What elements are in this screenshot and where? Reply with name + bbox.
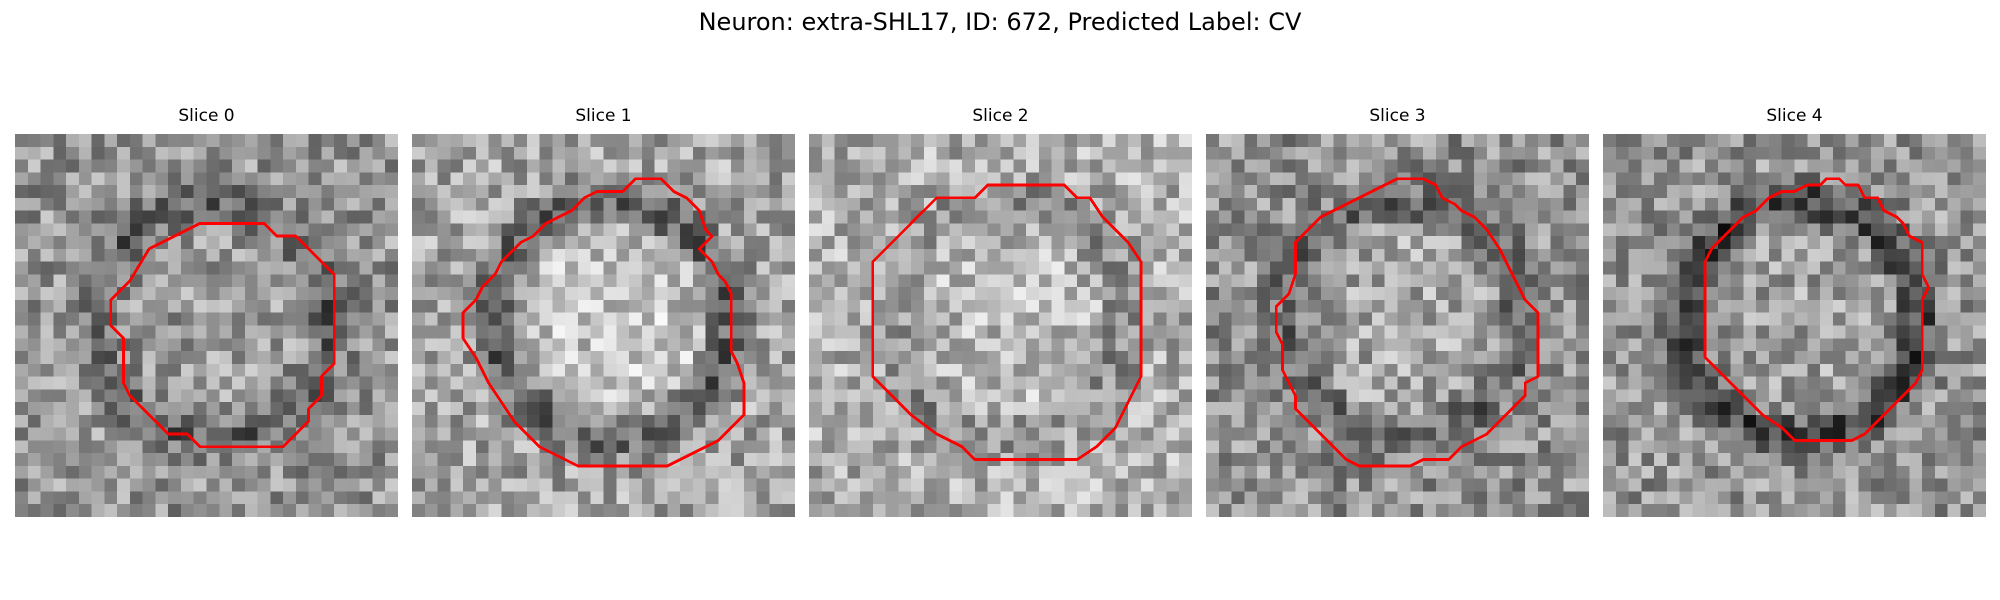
slice-image-1	[412, 134, 795, 517]
slice-title: Slice 2	[972, 106, 1029, 126]
slice-image-4	[1603, 134, 1986, 517]
figure-title: Neuron: extra-SHL17, ID: 672, Predicted …	[698, 8, 1302, 36]
slice-panel-2: Slice 2	[809, 105, 1192, 517]
slice-panel-3: Slice 3	[1206, 105, 1589, 517]
slice-image-3	[1206, 134, 1589, 517]
slice-title: Slice 0	[178, 106, 235, 126]
cell-outline	[461, 177, 746, 468]
slice-title: Slice 1	[575, 106, 632, 126]
slice-panel-1: Slice 1	[412, 105, 795, 517]
cell-outline	[109, 221, 336, 449]
cell-outline	[871, 183, 1143, 461]
slice-panel-0: Slice 0	[15, 105, 398, 517]
slice-image-2	[809, 134, 1192, 517]
slice-panel-4: Slice 4	[1603, 105, 1986, 517]
slice-title: Slice 3	[1369, 106, 1426, 126]
slice-image-0	[15, 134, 398, 517]
slice-title: Slice 4	[1766, 106, 1823, 126]
cell-outline	[1703, 177, 1930, 442]
cell-outline	[1274, 177, 1540, 468]
